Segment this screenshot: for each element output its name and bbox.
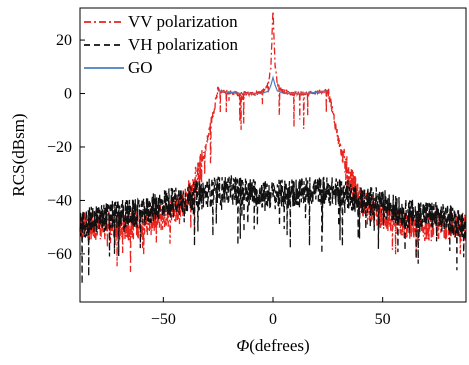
x-axis-label-symbol: Φ <box>236 336 249 355</box>
x-tick-label: −50 <box>151 311 176 328</box>
y-tick-label: −40 <box>47 192 72 209</box>
y-tick-label: −20 <box>47 139 72 156</box>
x-tick-label: 0 <box>269 311 277 328</box>
series-line-go <box>218 75 328 95</box>
y-tick-label: 0 <box>64 86 72 103</box>
legend: VV polarization VH polarization GO <box>84 12 238 77</box>
tick-layer: −50 0 50 20 0 −20 −40 −60 <box>47 32 391 328</box>
legend-label-vv: VV polarization <box>128 12 238 31</box>
series-line-vh <box>79 175 467 285</box>
legend-label-go: GO <box>128 58 153 77</box>
y-tick-label: 20 <box>56 32 72 49</box>
x-tick-label: 50 <box>375 311 391 328</box>
y-tick-label: −60 <box>47 246 72 263</box>
x-axis-label: Φ(defrees) <box>236 336 309 355</box>
legend-label-vh: VH polarization <box>128 35 238 54</box>
series-layer <box>79 11 467 285</box>
y-axis-label: RCS(dBsm) <box>9 113 28 196</box>
x-axis-label-unit: (defrees) <box>249 336 309 355</box>
